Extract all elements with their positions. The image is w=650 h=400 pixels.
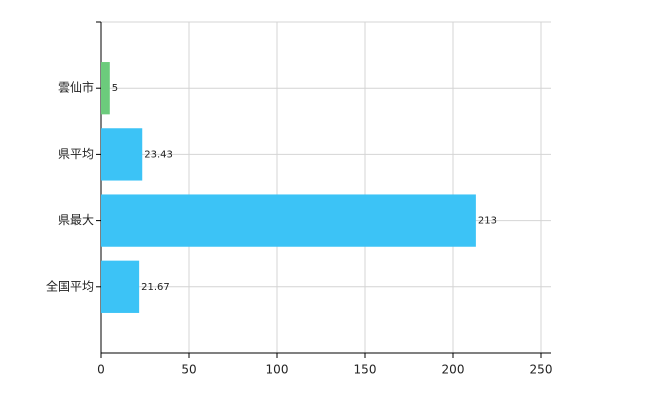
bar bbox=[101, 194, 476, 247]
bar bbox=[101, 62, 110, 115]
x-tick-label: 200 bbox=[442, 363, 465, 377]
y-tick-label: 全国平均 bbox=[46, 278, 94, 293]
y-tick-label: 県最大 bbox=[58, 213, 94, 227]
bar bbox=[101, 260, 140, 313]
x-tick-label: 250 bbox=[530, 363, 553, 377]
value-label: 5 bbox=[112, 83, 118, 94]
x-tick-label: 100 bbox=[266, 363, 289, 377]
value-label: 213 bbox=[478, 216, 497, 227]
x-tick-label: 50 bbox=[181, 363, 196, 377]
value-label: 21.67 bbox=[141, 282, 170, 293]
x-tick-label: 150 bbox=[354, 363, 377, 377]
bar bbox=[101, 128, 143, 181]
x-tick-label: 0 bbox=[97, 363, 105, 377]
value-label: 23.43 bbox=[144, 149, 173, 160]
y-tick-label: 県平均 bbox=[58, 147, 94, 161]
y-tick-label: 雲仙市 bbox=[58, 80, 94, 95]
